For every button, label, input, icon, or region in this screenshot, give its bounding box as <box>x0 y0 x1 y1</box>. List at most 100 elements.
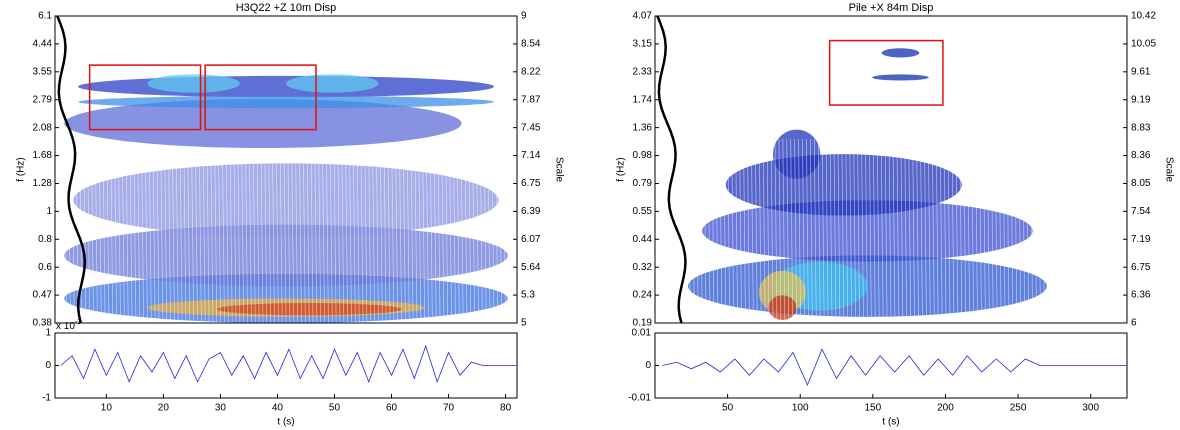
scalogram-stripe <box>975 138 978 323</box>
scalogram-stripe <box>770 138 774 323</box>
scalogram-stripe <box>1116 138 1120 323</box>
scalogram-stripe <box>680 138 683 323</box>
scalogram-stripe <box>1073 138 1077 323</box>
exponent-base: x 10 <box>56 321 75 332</box>
scalogram-stripe <box>1093 138 1096 323</box>
y2-tick-label: 5.64 <box>521 262 541 273</box>
y-tick-label: 0.19 <box>633 318 653 329</box>
scalogram-stripe <box>711 138 715 323</box>
scalogram-stripe <box>414 154 418 323</box>
scalogram-stripe <box>876 138 880 323</box>
scalogram-stripe <box>410 154 414 323</box>
scalogram-stripe <box>310 154 314 323</box>
scalogram-stripe <box>422 154 426 323</box>
scalogram-stripe <box>314 154 318 323</box>
scalogram-stripe <box>75 154 79 323</box>
y-tick-label: 0.8 <box>38 234 52 245</box>
scalogram-stripe <box>802 138 805 323</box>
waveform <box>60 344 517 383</box>
y-axis-label: f (Hz) <box>616 157 627 181</box>
scalogram-blob <box>78 95 494 109</box>
scalogram-stripe <box>430 154 433 323</box>
scalogram-stripe <box>790 138 794 323</box>
scalogram-stripe <box>472 154 476 323</box>
scalogram-stripe <box>821 138 825 323</box>
scalogram-stripe <box>110 154 114 323</box>
y2-tick-label: 6.36 <box>1131 290 1151 301</box>
scalogram-stripe <box>125 154 129 323</box>
scalogram-stripe <box>872 138 876 323</box>
scalogram-stripe <box>160 154 164 323</box>
scalogram-stripe <box>751 138 754 323</box>
x-tick-label: 80 <box>500 403 512 414</box>
scalogram-stripe <box>908 138 912 323</box>
scalogram-stripe <box>95 154 98 323</box>
scalogram-stripe <box>1085 138 1089 323</box>
scalogram-stripe <box>924 138 927 323</box>
scalogram-stripe <box>699 138 703 323</box>
scalogram-stripe <box>445 154 449 323</box>
y2-tick-label: 6.75 <box>521 178 541 189</box>
y-tick-label: 3.15 <box>633 39 653 50</box>
scalogram-stripe <box>441 154 445 323</box>
scalogram-stripe <box>884 138 888 323</box>
scalogram-stripe <box>668 138 672 323</box>
y2-tick-label: 7.19 <box>1131 234 1151 245</box>
scalogram-stripe <box>762 138 766 323</box>
y-tick-label: 0.47 <box>33 290 53 301</box>
scalogram-stripe <box>1022 138 1026 323</box>
y-tick-label: 0.55 <box>633 206 653 217</box>
scalogram-stripe <box>806 138 809 323</box>
scalogram-stripe <box>122 154 125 323</box>
scalogram-stripe <box>395 154 399 323</box>
scalogram-stripe <box>268 154 272 323</box>
scalogram-stripe <box>510 154 514 323</box>
panel: Pile +X 84m Disp 0.19 0.24 0.32 0.44 0.55 0.79… <box>616 2 1175 428</box>
scalogram-stripe <box>118 154 121 323</box>
y-tick-label: 3.55 <box>33 66 53 77</box>
x-tick-label: 70 <box>443 403 455 414</box>
scalogram-stripe <box>955 138 959 323</box>
scalogram-stripe <box>983 138 986 323</box>
scalogram-stripe <box>418 154 422 323</box>
scalogram-blob <box>78 75 494 98</box>
scalogram-stripe <box>102 154 106 323</box>
scalogram-stripe <box>849 138 853 323</box>
y-tick-label: 6.1 <box>38 11 52 22</box>
scalogram-stripe <box>437 154 441 323</box>
scalogram-stripe <box>810 138 813 323</box>
scalogram-stripe <box>322 154 325 323</box>
wave-y-tick-label: 0.01 <box>632 328 652 339</box>
scalogram-stripe <box>861 138 864 323</box>
scalogram-stripe <box>245 154 248 323</box>
scalogram-stripe <box>218 154 221 323</box>
scalogram-stripe <box>1053 138 1057 323</box>
scalogram-stripe <box>892 138 896 323</box>
scalogram-stripe <box>249 154 252 323</box>
scalogram-stripe <box>233 154 237 323</box>
wave-y-tick-label: 0 <box>45 360 51 371</box>
scalogram-stripe <box>137 154 141 323</box>
scalogram-stripe <box>376 154 379 323</box>
scalogram-stripe <box>129 154 133 323</box>
scalogram-stripe <box>845 138 849 323</box>
y2-tick-label: 7.45 <box>521 122 541 133</box>
scalogram-blob <box>702 200 1033 262</box>
scalogram-stripe <box>1108 138 1112 323</box>
scalogram-stripe <box>145 154 148 323</box>
scalogram-stripe <box>931 138 935 323</box>
scalogram-stripe <box>264 154 268 323</box>
scalogram-stripe <box>692 138 695 323</box>
exponent-power: -3 <box>75 319 81 326</box>
scalogram-stripe <box>1038 138 1041 323</box>
scalogram-stripe <box>345 154 349 323</box>
scalogram-stripe <box>660 138 664 323</box>
scalogram-stripe <box>341 154 345 323</box>
y2-tick-label: 10.42 <box>1131 11 1156 22</box>
scalogram-stripe <box>360 154 364 323</box>
scalogram-stripe <box>904 138 908 323</box>
y-tick-label: 0.98 <box>633 150 653 161</box>
scalogram-stripe <box>951 138 955 323</box>
scalogram-stripe <box>778 138 782 323</box>
scalogram-stripe <box>202 154 206 323</box>
